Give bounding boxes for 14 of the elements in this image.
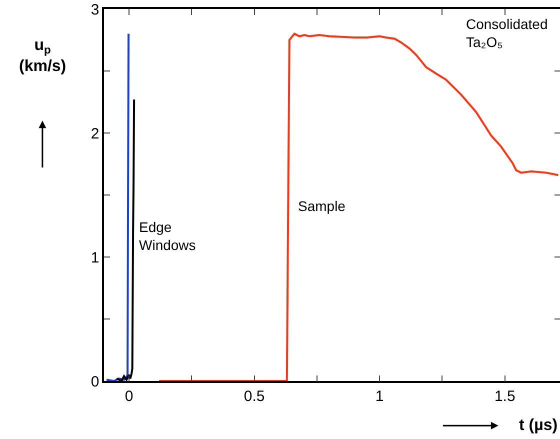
y-tick-label: 0 — [90, 373, 100, 390]
line-series — [106, 32, 130, 381]
y-tick-label: 2 — [90, 125, 100, 142]
annotation: Sample — [298, 198, 346, 214]
x-tick-label: 1.5 — [494, 388, 516, 405]
x-tick-label: 0.5 — [244, 388, 265, 405]
annotation: Consolidated Ta₂O₅ — [466, 16, 548, 50]
x-axis-title: t (µs) — [519, 417, 558, 434]
y-axis-title: u$_{p}$ (km/s) — [19, 37, 66, 75]
x-tick-label: 0 — [124, 388, 134, 405]
x-tick-label: 1 — [375, 388, 384, 405]
y-tick-label: 3 — [90, 1, 100, 18]
y-tick-label: 1 — [90, 249, 100, 266]
annotation: Edge Windows — [139, 219, 196, 254]
